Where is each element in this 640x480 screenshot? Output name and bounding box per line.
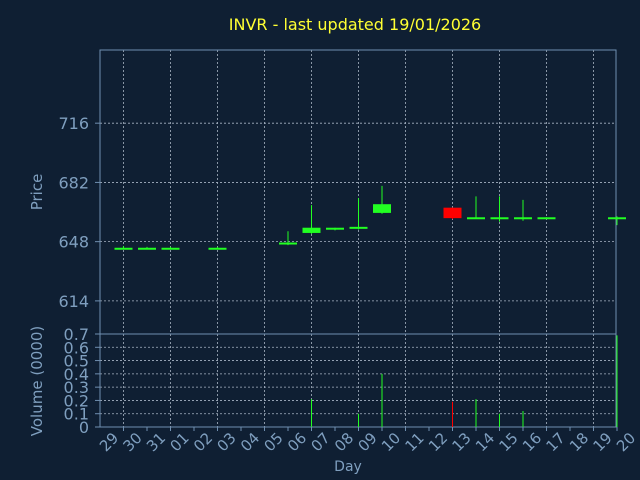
price-tick-label: 682 [58,173,89,192]
x-tick-label: 02 [190,429,216,455]
x-tick-label: 18 [566,429,592,455]
volume-tick-label: 0.5 [64,352,89,371]
x-tick-label: 09 [355,429,381,455]
candle-body [279,242,297,245]
candle-body [514,217,532,220]
volume-axis-label: Volume (0000) [28,326,46,436]
candle-body [467,217,485,220]
candle-body [208,247,227,250]
x-tick-label: 20 [613,429,639,455]
x-axis-label: Day [334,459,362,475]
x-tick-label: 10 [378,429,404,455]
x-tick-label: 16 [519,429,545,455]
x-tick-labels: 2930310102030405060708091011121314151617… [96,427,639,455]
volume-y-tick-labels: 00.10.20.30.40.50.60.7 [64,325,100,437]
candle-body [302,227,321,233]
x-tick-label: 08 [331,429,357,455]
x-tick-label: 05 [261,429,287,455]
candle-body [490,217,509,220]
candlesticks [114,185,626,250]
candle-body [373,204,391,213]
volume-tick-label: 0.3 [64,378,89,397]
x-tick-label: 14 [472,429,498,455]
x-tick-label: 07 [308,429,334,455]
volume-tick-label: 0.6 [64,338,89,357]
candle-body [349,226,368,229]
candle-body [443,207,462,219]
volume-bars [311,335,618,427]
candle-body [326,227,344,230]
price-plot-frame [99,49,617,335]
x-tick-label: 11 [402,429,428,455]
volume-tick-label: 0.4 [64,365,89,384]
volume-plot-frame [99,333,617,428]
x-tick-label: 31 [143,429,169,455]
price-tick-label: 614 [58,292,89,311]
x-tick-label: 29 [96,429,122,455]
price-y-tick-labels: 614 648 682 716 [58,114,100,311]
x-tick-label: 19 [590,429,616,455]
x-tick-label: 12 [425,429,451,455]
x-tick-label: 17 [543,429,569,455]
x-tick-label: 30 [120,429,146,455]
volume-tick-label: 0.1 [64,405,89,424]
candle-body [138,247,156,250]
volume-grid [100,334,616,427]
candle-body [161,247,180,250]
price-grid [100,50,616,334]
volume-tick-label: 0.2 [64,391,89,410]
x-tick-label: 15 [496,429,522,455]
price-tick-label: 648 [58,233,89,252]
volume-tick-label: 0.7 [64,325,89,344]
x-tick-label: 13 [449,429,475,455]
candle-body [608,217,626,220]
candle-body [537,217,556,220]
volume-tick-label: 0 [79,418,89,437]
x-tick-label: 03 [214,429,240,455]
price-tick-label: 716 [58,114,89,133]
candle-body [114,247,133,250]
price-axis-label: Price [28,174,46,211]
x-tick-label: 01 [167,429,193,455]
chart-title: INVR - last updated 19/01/2026 [229,15,481,34]
x-tick-label: 04 [237,429,263,455]
x-tick-label: 06 [284,429,310,455]
